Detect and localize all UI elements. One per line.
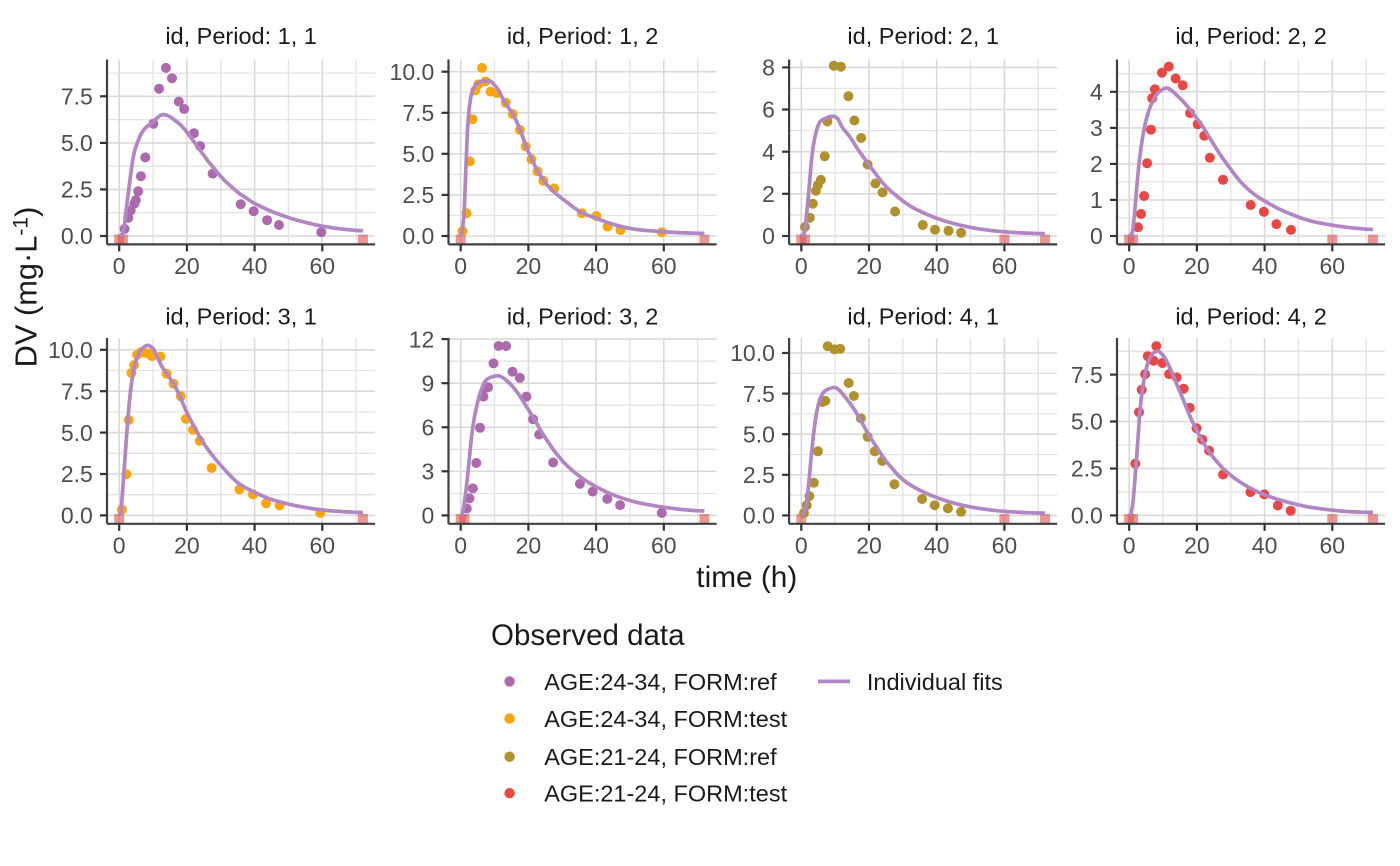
svg-text:id, Period: 2, 2: id, Period: 2, 2: [1175, 23, 1327, 49]
svg-text:0: 0: [795, 253, 808, 279]
svg-text:60: 60: [310, 533, 336, 559]
svg-text:20: 20: [516, 533, 542, 559]
svg-text:7.5: 7.5: [61, 378, 93, 404]
svg-text:0: 0: [422, 503, 435, 529]
svg-text:40: 40: [1252, 253, 1278, 279]
svg-text:2: 2: [762, 181, 775, 207]
svg-text:10.0: 10.0: [730, 340, 775, 366]
svg-text:7.5: 7.5: [1071, 362, 1103, 388]
svg-text:0: 0: [1123, 533, 1136, 559]
svg-text:DV (mg·L-1): DV (mg·L-1): [8, 207, 43, 368]
svg-text:2: 2: [1090, 151, 1103, 177]
svg-text:Observed data: Observed data: [491, 619, 685, 652]
svg-text:7.5: 7.5: [61, 84, 93, 110]
svg-text:20: 20: [856, 533, 882, 559]
svg-text:8: 8: [762, 55, 775, 81]
svg-text:0.0: 0.0: [61, 503, 93, 529]
svg-text:5.0: 5.0: [402, 141, 434, 167]
svg-text:60: 60: [992, 533, 1018, 559]
svg-text:20: 20: [174, 253, 200, 279]
svg-text:1: 1: [1090, 187, 1103, 213]
svg-text:40: 40: [1252, 533, 1278, 559]
svg-text:id, Period: 3, 1: id, Period: 3, 1: [165, 304, 317, 330]
svg-text:4: 4: [762, 139, 775, 165]
svg-text:5.0: 5.0: [61, 130, 93, 156]
svg-text:id, Period: 3, 2: id, Period: 3, 2: [507, 304, 659, 330]
svg-text:20: 20: [856, 253, 882, 279]
svg-text:60: 60: [1320, 253, 1346, 279]
svg-text:40: 40: [583, 253, 609, 279]
svg-text:0: 0: [1123, 253, 1136, 279]
svg-text:AGE:21-24, FORM:test: AGE:21-24, FORM:test: [544, 781, 787, 807]
svg-text:7.5: 7.5: [402, 100, 434, 126]
svg-text:5.0: 5.0: [1071, 409, 1103, 435]
svg-text:2.5: 2.5: [61, 461, 93, 487]
svg-text:0: 0: [454, 533, 467, 559]
svg-text:60: 60: [651, 253, 677, 279]
svg-text:0: 0: [113, 533, 126, 559]
svg-text:0: 0: [795, 533, 808, 559]
svg-text:20: 20: [1184, 253, 1210, 279]
svg-text:3: 3: [1090, 115, 1103, 141]
svg-text:40: 40: [924, 533, 950, 559]
svg-text:2.5: 2.5: [743, 462, 775, 488]
svg-text:2.5: 2.5: [402, 182, 434, 208]
svg-text:60: 60: [1320, 533, 1346, 559]
svg-text:20: 20: [516, 253, 542, 279]
svg-text:6: 6: [762, 97, 775, 123]
svg-text:id, Period: 4, 2: id, Period: 4, 2: [1175, 304, 1327, 330]
svg-text:40: 40: [242, 533, 268, 559]
svg-text:10.0: 10.0: [48, 337, 93, 363]
svg-text:id, Period: 1, 1: id, Period: 1, 1: [165, 23, 317, 49]
svg-text:4: 4: [1090, 79, 1103, 105]
svg-text:20: 20: [1184, 533, 1210, 559]
svg-text:3: 3: [422, 459, 435, 485]
svg-text:9: 9: [422, 370, 435, 396]
svg-text:40: 40: [242, 253, 268, 279]
svg-text:10.0: 10.0: [390, 59, 435, 85]
svg-text:0.0: 0.0: [743, 503, 775, 529]
svg-text:5.0: 5.0: [743, 421, 775, 447]
svg-text:60: 60: [310, 253, 336, 279]
svg-text:time (h): time (h): [696, 561, 797, 594]
svg-text:2.5: 2.5: [61, 177, 93, 203]
svg-text:0: 0: [113, 253, 126, 279]
svg-text:40: 40: [583, 533, 609, 559]
svg-text:0.0: 0.0: [61, 223, 93, 249]
svg-text:AGE:21-24, FORM:ref: AGE:21-24, FORM:ref: [544, 744, 777, 770]
svg-text:Individual fits: Individual fits: [867, 669, 1003, 695]
svg-text:40: 40: [924, 253, 950, 279]
svg-text:id, Period: 2, 1: id, Period: 2, 1: [847, 23, 999, 49]
svg-text:AGE:24-34, FORM:ref: AGE:24-34, FORM:ref: [544, 669, 777, 695]
svg-text:0.0: 0.0: [1071, 503, 1103, 529]
svg-text:id, Period: 4, 1: id, Period: 4, 1: [847, 304, 999, 330]
svg-text:7.5: 7.5: [743, 381, 775, 407]
svg-text:60: 60: [992, 253, 1018, 279]
svg-text:5.0: 5.0: [61, 420, 93, 446]
svg-text:12: 12: [409, 326, 435, 352]
svg-text:6: 6: [422, 415, 435, 441]
svg-text:AGE:24-34, FORM:test: AGE:24-34, FORM:test: [544, 706, 787, 732]
svg-text:2.5: 2.5: [1071, 456, 1103, 482]
svg-text:60: 60: [651, 533, 677, 559]
svg-text:id, Period: 1, 2: id, Period: 1, 2: [507, 23, 659, 49]
svg-text:0: 0: [454, 253, 467, 279]
svg-text:20: 20: [174, 533, 200, 559]
svg-text:0: 0: [1090, 223, 1103, 249]
svg-text:0.0: 0.0: [402, 223, 434, 249]
svg-text:0: 0: [762, 223, 775, 249]
